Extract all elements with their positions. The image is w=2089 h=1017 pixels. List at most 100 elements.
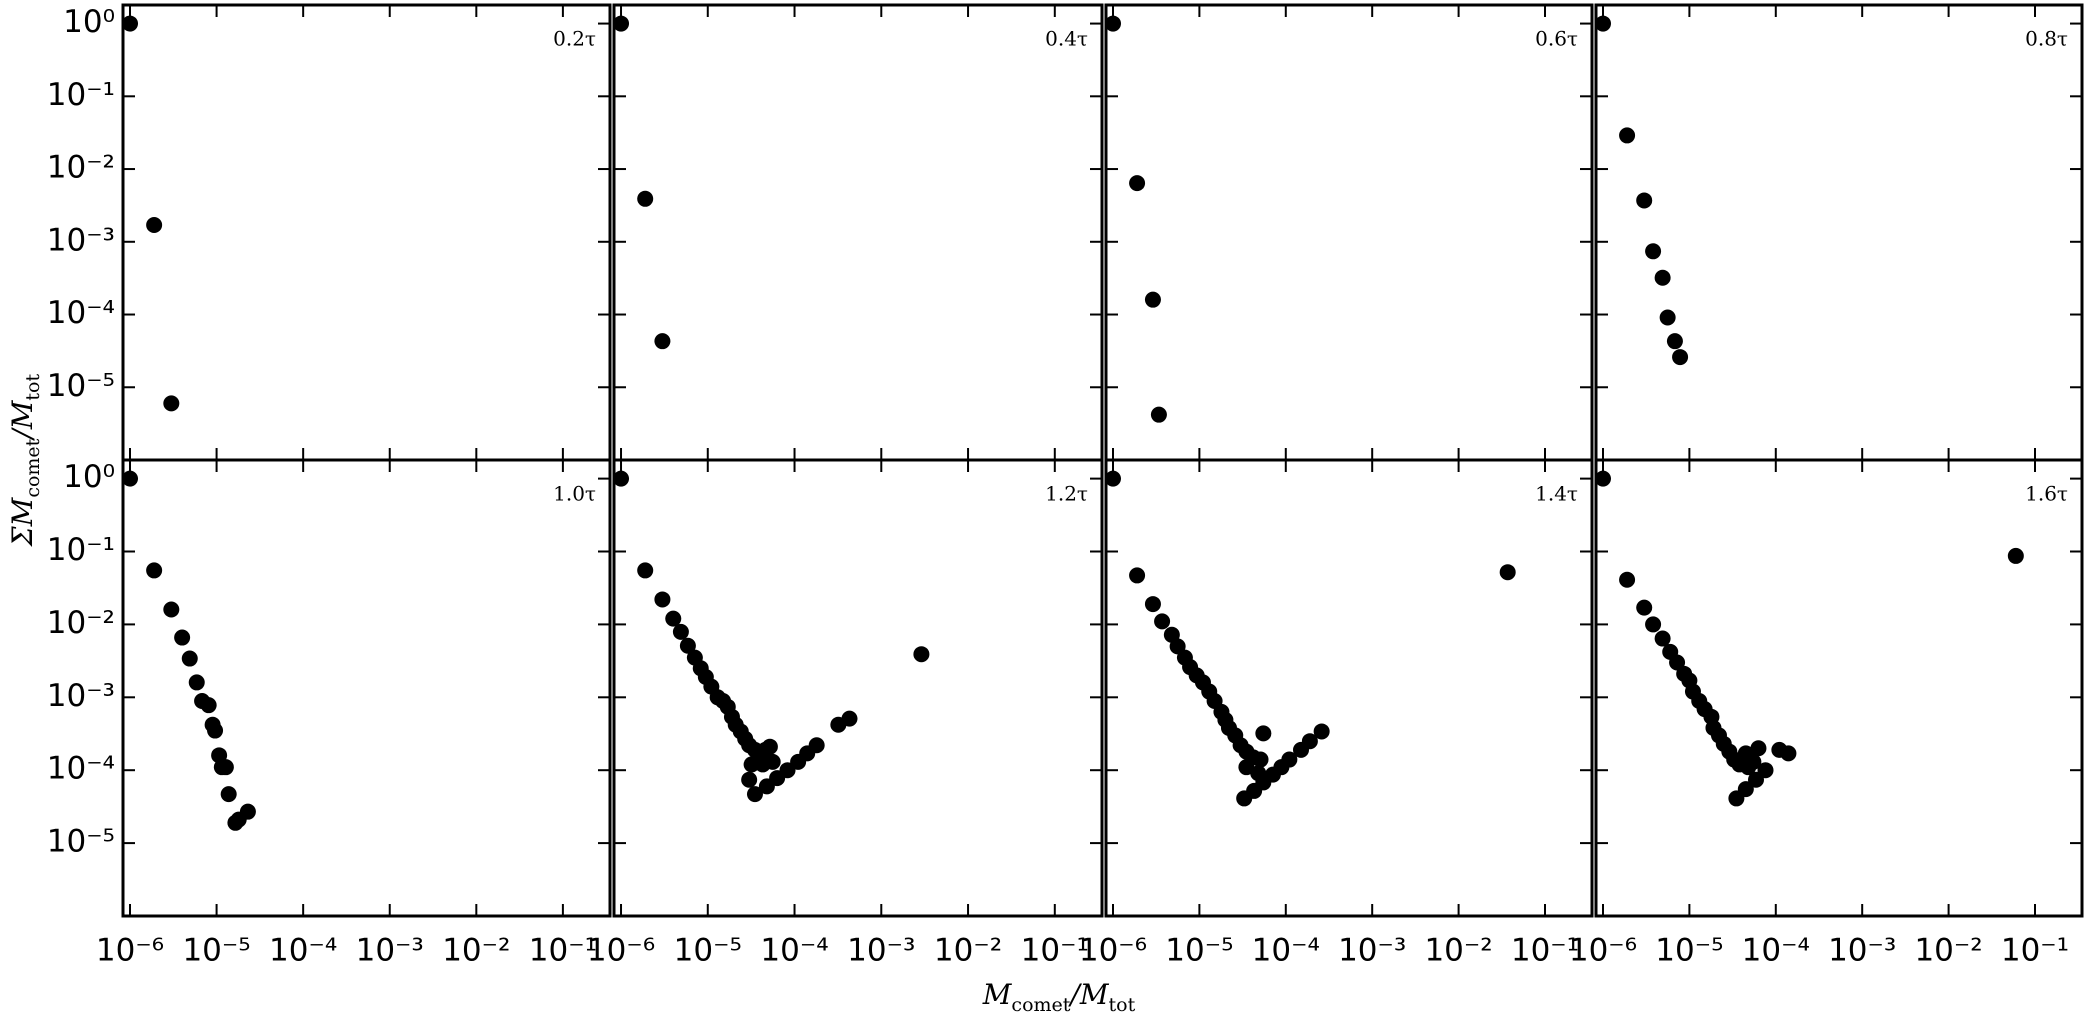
point [220,786,237,803]
point [841,710,858,727]
x-tick-label: 10⁻⁶ [1569,933,1637,969]
point [746,786,763,803]
y-label-part: comet [22,438,44,497]
point [1654,630,1671,647]
point [1745,753,1762,770]
panel-frame [612,458,1104,918]
point [200,697,217,714]
point [1499,564,1516,581]
point [1129,567,1146,584]
point [1636,599,1653,616]
point [613,15,630,32]
x-tick-label: 10⁻⁴ [760,933,828,969]
panel-annotation: 1.0τ [553,482,596,506]
point [181,650,198,667]
x-tick-label: 10⁻² [1424,933,1492,969]
y-tick-label: 10⁻² [47,605,115,641]
point [654,591,671,608]
point [764,753,781,770]
y-tick-label: 10⁰ [63,459,115,495]
x-tick-label: 10⁻⁵ [182,933,250,969]
x-tick-label: 10⁻¹ [1021,933,1089,969]
point [1144,596,1161,613]
panel-frame [121,3,612,462]
point [1313,723,1330,740]
y-tick-label: 10⁻² [47,150,115,186]
point [174,629,191,646]
point [217,759,234,776]
point [1129,175,1146,192]
y-tick-label: 10⁻⁴ [47,295,115,331]
point [654,333,671,350]
point [1238,759,1255,776]
point [1252,751,1269,768]
point [1659,309,1676,326]
panel-annotation: 0.2τ [553,27,596,51]
point [743,756,760,773]
x-tick-label: 10⁻² [934,933,1002,969]
point [1645,616,1662,633]
x-tick-label: 10⁻¹ [529,933,597,969]
panel-frame [1594,3,2084,462]
point [1301,733,1318,750]
x-label-part: M [982,978,1013,1011]
point [1780,745,1797,762]
x-tick-label: 10⁻⁶ [1079,933,1147,969]
point [1666,333,1683,350]
x-tick-label: 10⁻³ [1338,933,1406,969]
y-tick-label: 10⁰ [63,4,115,40]
panel-annotation: 1.6τ [2025,482,2068,506]
point [665,610,682,627]
point [122,470,139,487]
point [1255,725,1272,742]
point [1104,470,1121,487]
panel-annotation: 0.6τ [1535,27,1578,51]
x-label-part: comet [1011,994,1070,1016]
x-tick-label: 10⁻³ [847,933,915,969]
point [1672,349,1689,366]
point [1281,751,1298,768]
x-tick-label: 10⁻¹ [2001,933,2069,969]
x-tick-label: 10⁻² [1914,933,1982,969]
point [1144,291,1161,308]
y-axis-label: ΣMcomet/Mtot [6,374,44,548]
point [1645,243,1662,260]
x-tick-label: 10⁻⁵ [1655,933,1723,969]
x-tick-label: 10⁻² [442,933,510,969]
point [741,771,758,788]
point [188,674,205,691]
point [1757,762,1774,779]
y-tick-label: 10⁻⁵ [47,368,115,404]
point [1619,127,1636,144]
panel-frame [612,3,1104,462]
panel-frame [1594,458,2084,918]
point [1594,15,1611,32]
x-label-part: tot [1109,994,1136,1016]
point [2007,547,2024,564]
point [761,738,778,755]
point [679,637,696,654]
point [613,470,630,487]
x-tick-label: 10⁻⁵ [1165,933,1233,969]
point [163,395,180,412]
point [146,562,163,579]
panel-frame [1104,3,1594,462]
y-label-part: /M [6,399,39,441]
point [1150,406,1167,423]
x-tick-label: 10⁻¹ [1511,933,1579,969]
y-tick-label: 10⁻³ [47,222,115,258]
panel-annotation: 1.4τ [1535,482,1578,506]
point [1737,781,1754,798]
x-tick-label: 10⁻⁶ [96,933,164,969]
x-label-part: /M [1067,978,1109,1011]
x-tick-label: 10⁻⁶ [587,933,655,969]
y-label-part: tot [22,374,44,401]
x-tick-label: 10⁻³ [1828,933,1896,969]
point [122,15,139,32]
x-tick-label: 10⁻⁴ [269,933,337,969]
point [637,562,654,579]
point [1654,269,1671,286]
panel-annotation: 0.4τ [1045,27,1088,51]
